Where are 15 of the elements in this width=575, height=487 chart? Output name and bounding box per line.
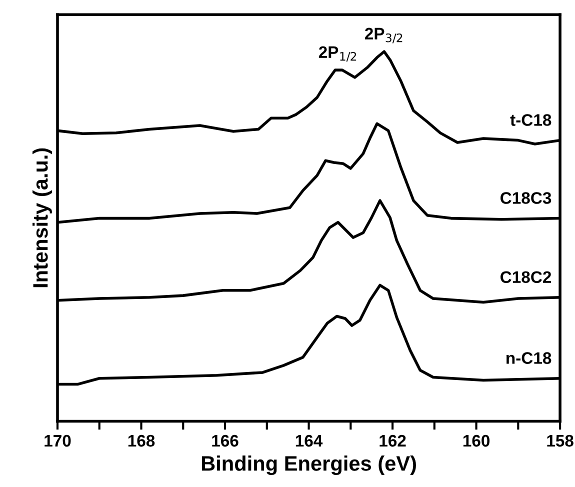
x-tick-label: 160 (463, 434, 490, 447)
x-tick-label: 166 (212, 434, 238, 447)
series-label: t-C18 (510, 114, 552, 126)
x-tick-label: 164 (296, 434, 323, 447)
x-axis-title: Binding Energies (eV) (202, 456, 416, 476)
series-label: C18C2 (500, 271, 552, 284)
x-tick-label: 158 (547, 434, 574, 447)
annotation: 2P$_{3/2}$ (364, 28, 402, 44)
x-tick-label: 162 (380, 434, 406, 447)
annotation: 2P$_{1/2}$ (318, 46, 356, 62)
y-axis-title: Intensity (a.u.) (32, 148, 52, 288)
series-label: C18C3 (500, 192, 552, 204)
x-tick-label: 170 (44, 434, 71, 447)
x-tick-label: 168 (128, 434, 155, 447)
series-label: n-C18 (506, 352, 552, 364)
